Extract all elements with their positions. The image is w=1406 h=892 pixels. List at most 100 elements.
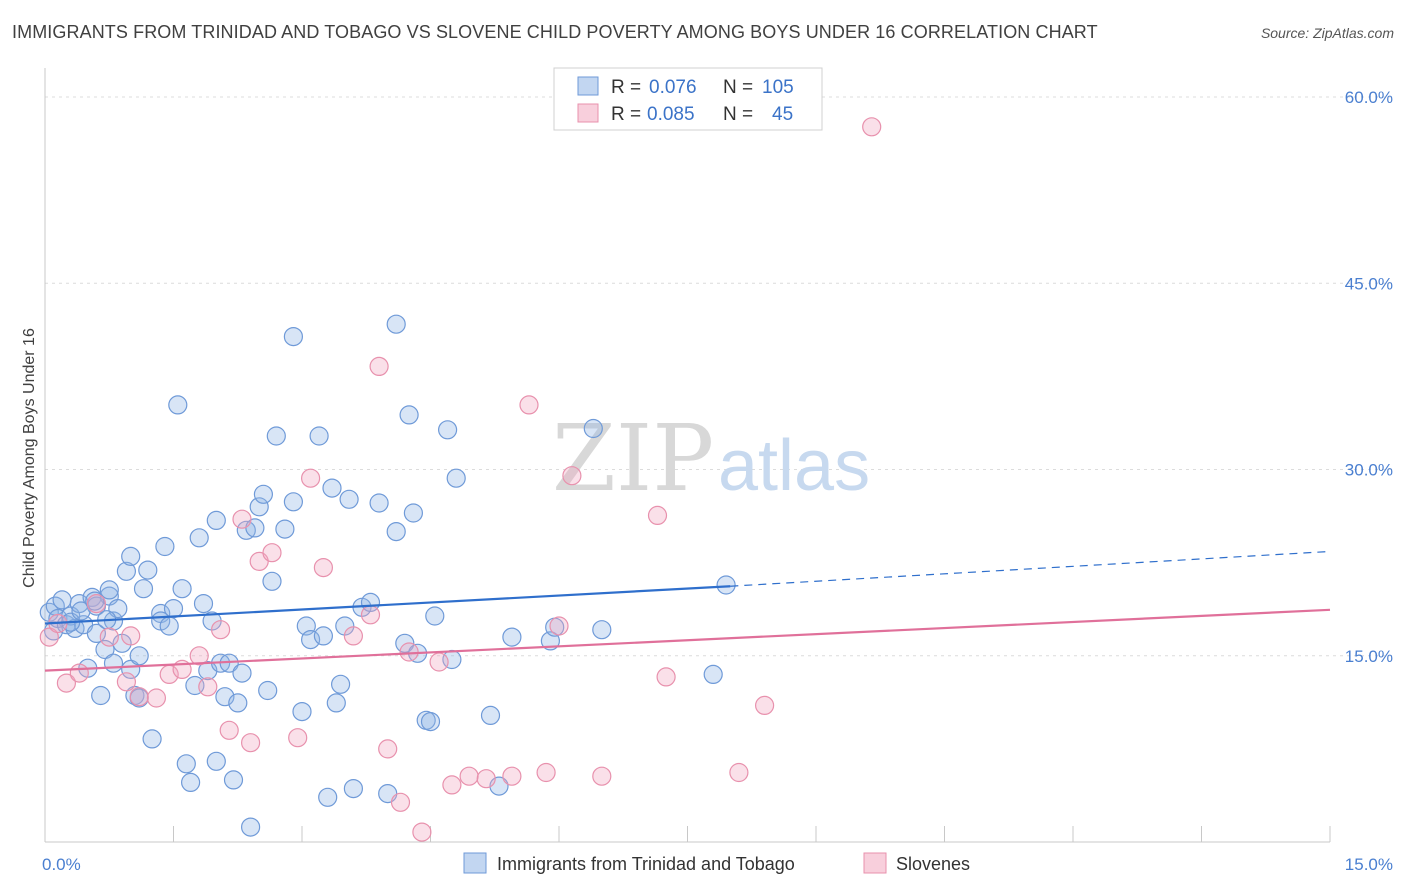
trend-lines bbox=[44, 550, 1331, 672]
point-immigrants bbox=[253, 484, 273, 504]
y-tick-label: 15.0% bbox=[1345, 647, 1393, 666]
chart-title: IMMIGRANTS FROM TRINIDAD AND TOBAGO VS S… bbox=[12, 22, 1098, 42]
point-slovenes bbox=[86, 593, 107, 614]
point-slovenes bbox=[262, 543, 282, 563]
point-slovenes bbox=[301, 468, 321, 488]
point-immigrants bbox=[502, 627, 522, 647]
point-immigrants bbox=[425, 606, 445, 626]
point-immigrants bbox=[249, 497, 269, 517]
trend-line-slovenes bbox=[44, 608, 1331, 672]
grid bbox=[45, 96, 1392, 657]
top-legend: R = 0.076 N = 105 R = 0.085 N = 45 bbox=[553, 67, 823, 131]
point-immigrants bbox=[420, 711, 441, 732]
point-immigrants bbox=[326, 693, 346, 713]
point-immigrants bbox=[369, 493, 389, 513]
point-immigrants bbox=[583, 418, 603, 439]
legend-r-label: R = bbox=[611, 77, 641, 98]
point-slovenes bbox=[647, 505, 668, 526]
point-immigrants bbox=[241, 817, 261, 837]
watermark-zip: ZIP bbox=[552, 405, 714, 512]
point-immigrants bbox=[129, 646, 149, 666]
point-immigrants bbox=[172, 579, 192, 599]
point-slovenes bbox=[313, 557, 333, 578]
point-slovenes bbox=[129, 687, 149, 707]
point-immigrants bbox=[138, 560, 158, 580]
point-slovenes bbox=[429, 652, 449, 672]
point-immigrants bbox=[438, 420, 458, 440]
point-slovenes bbox=[369, 356, 389, 376]
y-tick-labels: 15.0% 30.0% 45.0% 60.0% bbox=[1345, 88, 1393, 666]
point-slovenes bbox=[99, 627, 119, 647]
point-immigrants bbox=[223, 770, 244, 790]
point-slovenes bbox=[232, 509, 252, 529]
legend-n-label: N = bbox=[723, 104, 753, 125]
point-immigrants bbox=[283, 327, 303, 347]
point-immigrants bbox=[716, 575, 736, 595]
point-immigrants bbox=[193, 593, 214, 614]
legend-r-label: R = bbox=[611, 104, 641, 125]
point-immigrants bbox=[121, 659, 141, 680]
point-immigrants bbox=[232, 663, 252, 683]
point-immigrants bbox=[99, 580, 119, 600]
trend-line-immigrants bbox=[44, 585, 731, 625]
point-immigrants bbox=[283, 492, 303, 512]
y-tick-label: 30.0% bbox=[1345, 461, 1393, 480]
point-slovenes bbox=[459, 766, 479, 786]
point-slovenes bbox=[502, 766, 522, 786]
point-slovenes bbox=[862, 117, 882, 137]
point-immigrants bbox=[386, 521, 406, 542]
point-immigrants bbox=[91, 685, 111, 706]
point-slovenes bbox=[378, 739, 398, 759]
point-immigrants bbox=[592, 620, 612, 640]
point-immigrants bbox=[301, 629, 321, 650]
point-slovenes bbox=[536, 762, 556, 783]
y-axis-label: Child Poverty Among Boys Under 16 bbox=[21, 328, 38, 588]
point-slovenes bbox=[656, 667, 676, 687]
bottom-legend-swatch-immigrants bbox=[463, 852, 487, 874]
point-immigrants bbox=[155, 536, 175, 557]
point-slovenes bbox=[412, 822, 432, 842]
legend-n-value: 45 bbox=[772, 104, 793, 125]
point-slovenes bbox=[562, 466, 582, 486]
point-immigrants bbox=[71, 601, 91, 621]
point-immigrants bbox=[103, 653, 124, 673]
legend-n-value: 105 bbox=[762, 77, 794, 98]
point-slovenes bbox=[198, 677, 218, 697]
point-immigrants bbox=[262, 571, 282, 591]
point-slovenes bbox=[121, 626, 141, 646]
point-immigrants bbox=[339, 489, 359, 509]
data-points bbox=[39, 117, 882, 842]
point-slovenes bbox=[754, 695, 775, 716]
point-slovenes bbox=[69, 663, 89, 683]
point-slovenes bbox=[360, 605, 381, 625]
point-slovenes bbox=[592, 766, 612, 786]
x-tick-labels: 0.0% 15.0% bbox=[42, 855, 1393, 874]
point-immigrants bbox=[446, 468, 466, 488]
point-immigrants bbox=[228, 693, 248, 713]
bottom-legend-label-immigrants: Immigrants from Trinidad and Tobago bbox=[497, 854, 795, 874]
point-immigrants bbox=[313, 626, 333, 646]
x-tick-label: 0.0% bbox=[42, 855, 81, 874]
point-slovenes bbox=[116, 672, 137, 692]
point-slovenes bbox=[241, 733, 261, 753]
point-slovenes bbox=[189, 646, 209, 666]
point-immigrants bbox=[395, 633, 415, 653]
point-immigrants bbox=[386, 314, 406, 334]
point-slovenes bbox=[56, 673, 77, 693]
point-slovenes bbox=[288, 728, 308, 748]
source-credit: Source: ZipAtlas.com bbox=[1260, 25, 1394, 41]
point-immigrants bbox=[189, 528, 209, 548]
bottom-legend: Immigrants from Trinidad and Tobago Slov… bbox=[463, 852, 970, 874]
point-immigrants bbox=[163, 598, 184, 619]
point-immigrants bbox=[142, 729, 162, 749]
point-immigrants bbox=[322, 478, 342, 498]
point-immigrants bbox=[121, 546, 141, 567]
legend-r-value: 0.085 bbox=[647, 104, 695, 125]
point-immigrants bbox=[133, 579, 154, 599]
legend-swatch-slovenes bbox=[577, 103, 599, 123]
point-immigrants bbox=[266, 426, 286, 446]
point-slovenes bbox=[519, 395, 539, 415]
bottom-legend-swatch-slovenes bbox=[863, 852, 887, 874]
point-immigrants bbox=[343, 778, 363, 799]
